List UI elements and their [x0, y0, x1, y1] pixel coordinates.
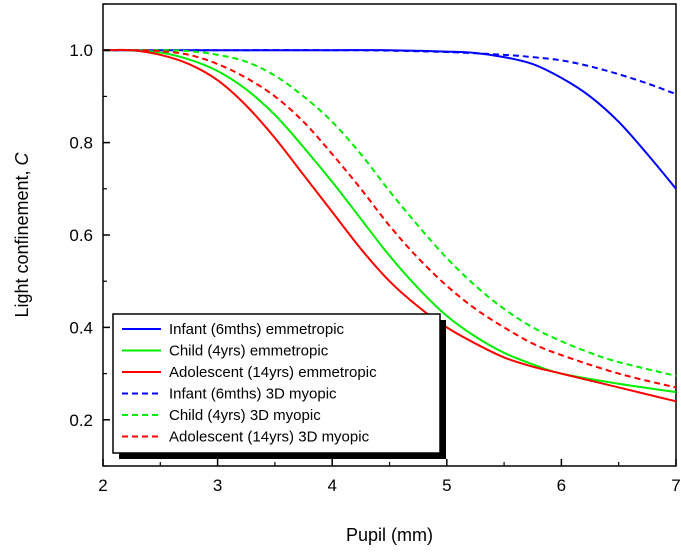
x-tick-label: 5: [442, 476, 451, 495]
series-line-5: [102, 49, 677, 377]
y-tick-label: 0.6: [69, 226, 93, 245]
y-axis-title: Light confinement, C: [12, 151, 32, 317]
y-tick-label: 1.0: [69, 41, 93, 60]
series-line-6: [102, 49, 677, 389]
axes-layer: 2 3 4 5 6 7 0.2 0.4 0.6 0.8 1.0: [69, 3, 681, 495]
x-tick-label: 4: [327, 476, 336, 495]
legend-label-2: Child (4yrs) emmetropic: [169, 343, 329, 360]
legend-label-1: Infant (6mths) emmetropic: [169, 321, 345, 338]
legend-label-4: Infant (6mths) 3D myopic: [169, 386, 337, 403]
x-tick-label: 7: [671, 476, 680, 495]
y-tick-label: 0.4: [69, 318, 93, 337]
x-tick-label: 3: [213, 476, 222, 495]
x-tick-label: 2: [98, 476, 107, 495]
legend: Infant (6mths) emmetropic Child (4yrs) em…: [112, 313, 446, 459]
x-tick-label: 6: [557, 476, 566, 495]
series-line-3: [102, 48, 677, 403]
y-axis-title-italic: C: [12, 151, 32, 165]
x-axis-title: Pupil (mm): [346, 525, 433, 545]
legend-label-5: Child (4yrs) 3D myopic: [169, 407, 321, 424]
series-layer: [102, 48, 677, 403]
y-tick-label: 0.2: [69, 411, 93, 430]
legend-label-3: Adolescent (14yrs) emmetropic: [169, 364, 377, 381]
series-line-2: [102, 49, 677, 394]
legend-box: [112, 313, 441, 454]
legend-label-6: Adolescent (14yrs) 3D myopic: [169, 429, 370, 446]
series-line-4: [102, 49, 677, 96]
y-axis-title-main: Light confinement,: [12, 165, 32, 317]
y-tick-label: 0.8: [69, 134, 93, 153]
